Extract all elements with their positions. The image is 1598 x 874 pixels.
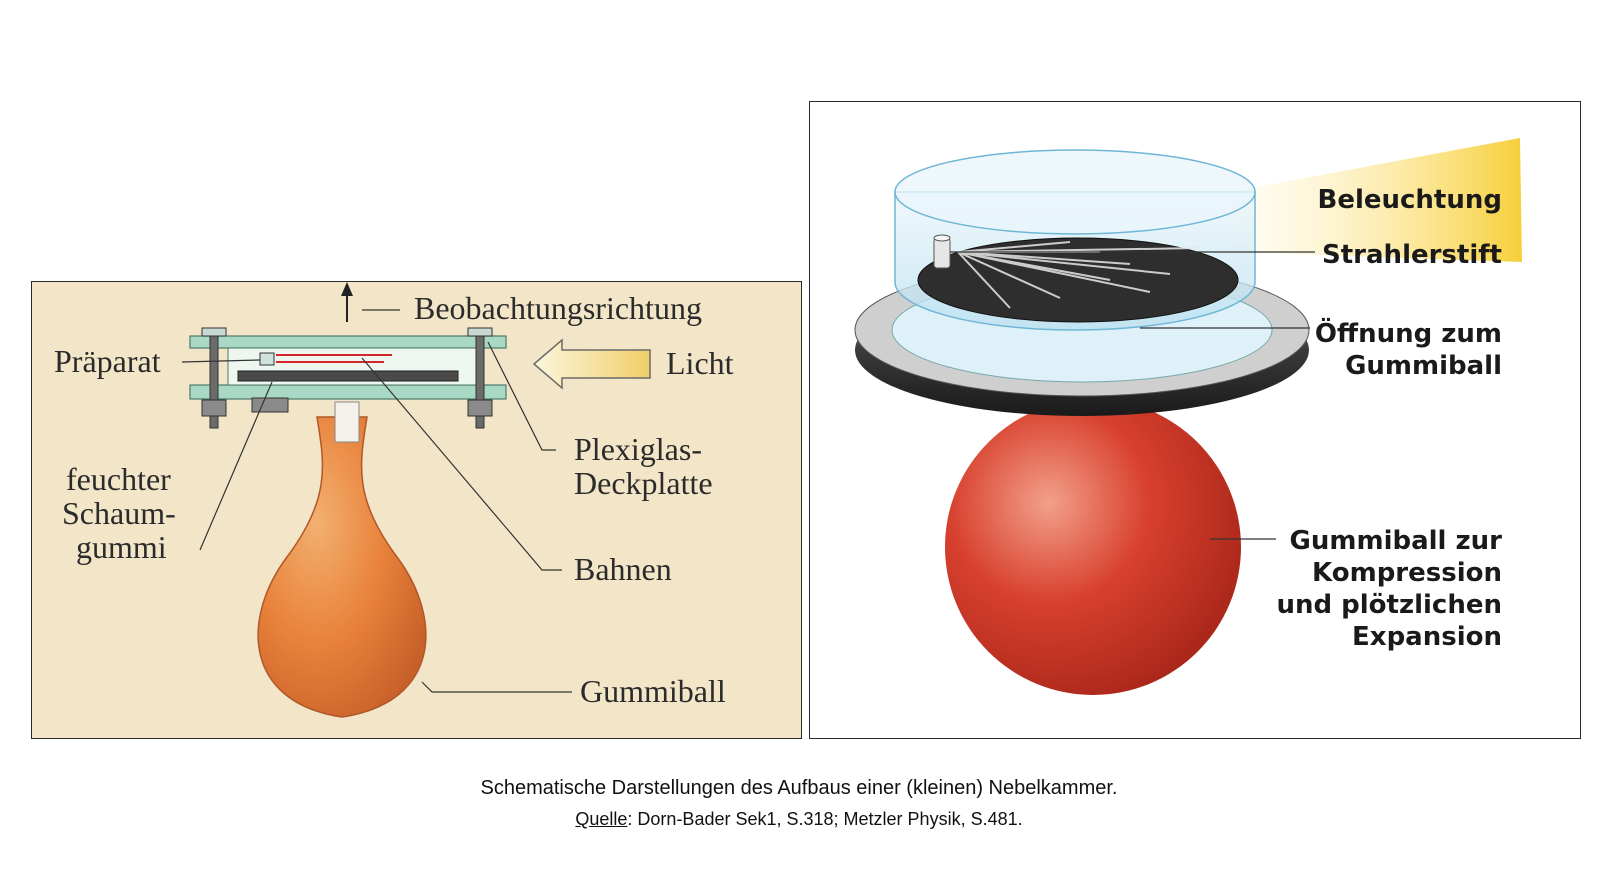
label-light: Licht bbox=[666, 345, 734, 381]
right-diagram-svg: Beleuchtung Strahlerstift Öffnung zum Gu… bbox=[854, 138, 1522, 695]
label-plexiglass-1: Plexiglas- bbox=[574, 431, 702, 467]
label-foam-2: Schaum- bbox=[62, 495, 176, 531]
observation-arrow-head bbox=[341, 282, 353, 296]
plexiglass-cover-plate bbox=[189, 335, 507, 349]
rubber-ball bbox=[945, 399, 1241, 695]
light-beam bbox=[1230, 138, 1522, 262]
label-observation-direction: Beobachtungsrichtung bbox=[414, 290, 702, 326]
wing-nut bbox=[201, 399, 227, 417]
plexiglass-leader bbox=[487, 341, 556, 451]
glass-chamber-top bbox=[894, 149, 1256, 235]
bulb-neck bbox=[334, 401, 360, 443]
figure-caption: Schematische Darstellungen des Aufbaus e… bbox=[480, 777, 1118, 799]
label-rubber-ball: Gummiball bbox=[580, 673, 726, 709]
light-arrow bbox=[532, 338, 651, 390]
label-opening-2: Gummiball bbox=[1345, 351, 1502, 381]
label-preparation: Präparat bbox=[54, 343, 161, 379]
source-label: Quelle bbox=[575, 809, 628, 829]
source-pin-top bbox=[933, 234, 951, 242]
label-foam-1: feuchter bbox=[66, 461, 171, 497]
source-pin bbox=[933, 237, 951, 269]
label-source-pin: Strahlerstift bbox=[1322, 240, 1502, 270]
tracks-leader bbox=[361, 357, 562, 571]
wing-nut bbox=[467, 399, 493, 417]
label-illumination: Beleuchtung bbox=[1318, 185, 1503, 215]
bottom-plate bbox=[189, 384, 507, 400]
label-tracks: Bahnen bbox=[574, 551, 672, 587]
source-text: : Dorn-Bader Sek1, S.318; Metzler Physik… bbox=[627, 809, 1023, 829]
preparation-leader bbox=[181, 359, 261, 363]
label-ball-4: Expansion bbox=[1352, 622, 1502, 652]
figure-source: Quelle: Dorn-Bader Sek1, S.318; Metzler … bbox=[0, 809, 1598, 830]
foam-layer bbox=[237, 370, 459, 382]
rubber-ball-leader bbox=[421, 681, 572, 693]
label-ball-2: Kompression bbox=[1312, 558, 1502, 588]
bolt-head bbox=[201, 327, 227, 337]
label-plexiglass-2: Deckplatte bbox=[574, 465, 713, 501]
rubber-bulb bbox=[257, 416, 427, 718]
foam-leader bbox=[199, 381, 273, 551]
inner-nut bbox=[251, 397, 289, 413]
left-diagram-panel: Beobachtungsrichtung Präparat Licht Plex… bbox=[31, 281, 802, 739]
label-ball-1: Gummiball zur bbox=[1290, 526, 1503, 556]
right-diagram-panel: Beleuchtung Strahlerstift Öffnung zum Gu… bbox=[809, 101, 1581, 739]
label-foam-3: gummi bbox=[76, 529, 167, 565]
label-opening-1: Öffnung zum bbox=[1315, 316, 1502, 349]
label-ball-3: und plötzlichen bbox=[1276, 590, 1502, 620]
specimen-block bbox=[259, 352, 275, 366]
left-diagram-svg: Beobachtungsrichtung Präparat Licht Plex… bbox=[54, 282, 734, 718]
bolt-head bbox=[467, 327, 493, 337]
